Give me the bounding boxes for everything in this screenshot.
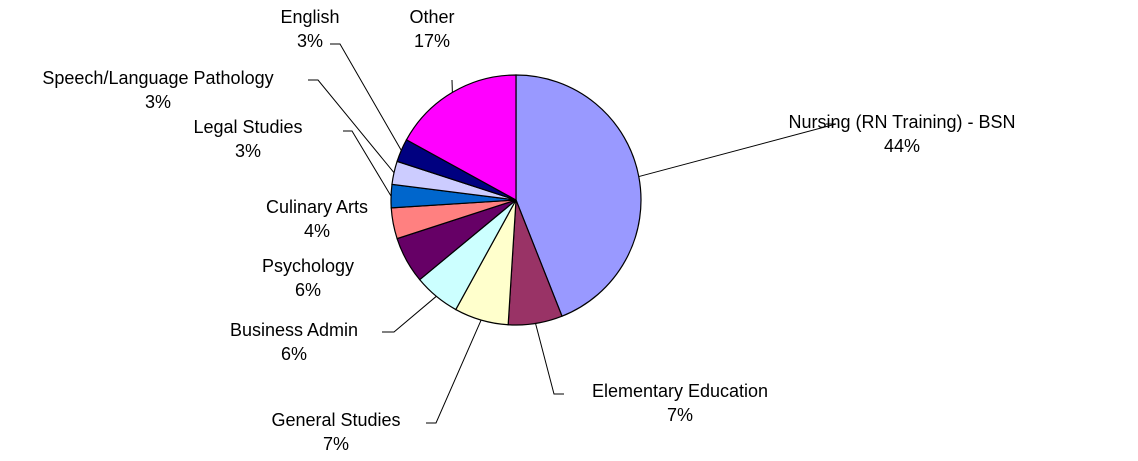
leader-line-legal-studies xyxy=(343,131,391,196)
slice-label-legal-studies: Legal Studies xyxy=(193,117,302,137)
slice-percent-psychology: 6% xyxy=(295,280,321,300)
slice-label-business-admin: Business Admin xyxy=(230,320,358,340)
leader-line-elementary-education xyxy=(536,323,564,394)
slice-percent-business-admin: 6% xyxy=(281,344,307,364)
leader-line-business-admin xyxy=(382,296,436,332)
slice-percent-english: 3% xyxy=(297,31,323,51)
pie-slices xyxy=(391,75,641,325)
slice-label-other: Other xyxy=(409,7,454,27)
slice-percent-speech-language-pathology: 3% xyxy=(145,92,171,112)
slice-percent-other: 17% xyxy=(414,31,450,51)
slice-label-english: English xyxy=(280,7,339,27)
slice-label-nursing-rn-training-bsn: Nursing (RN Training) - BSN xyxy=(788,112,1015,132)
slice-percent-legal-studies: 3% xyxy=(235,141,261,161)
slice-percent-culinary-arts: 4% xyxy=(304,221,330,241)
slice-percent-elementary-education: 7% xyxy=(667,405,693,425)
slice-percent-nursing-rn-training-bsn: 44% xyxy=(884,136,920,156)
slice-label-psychology: Psychology xyxy=(262,256,354,276)
slice-label-general-studies: General Studies xyxy=(271,410,400,430)
slice-label-elementary-education: Elementary Education xyxy=(592,381,768,401)
leader-line-general-studies xyxy=(426,320,481,423)
leader-line-english xyxy=(330,44,401,150)
slice-label-speech-language-pathology: Speech/Language Pathology xyxy=(42,68,273,88)
slice-percent-general-studies: 7% xyxy=(323,434,349,454)
leader-line-speech-language-pathology xyxy=(308,80,394,173)
slice-label-culinary-arts: Culinary Arts xyxy=(266,197,368,217)
